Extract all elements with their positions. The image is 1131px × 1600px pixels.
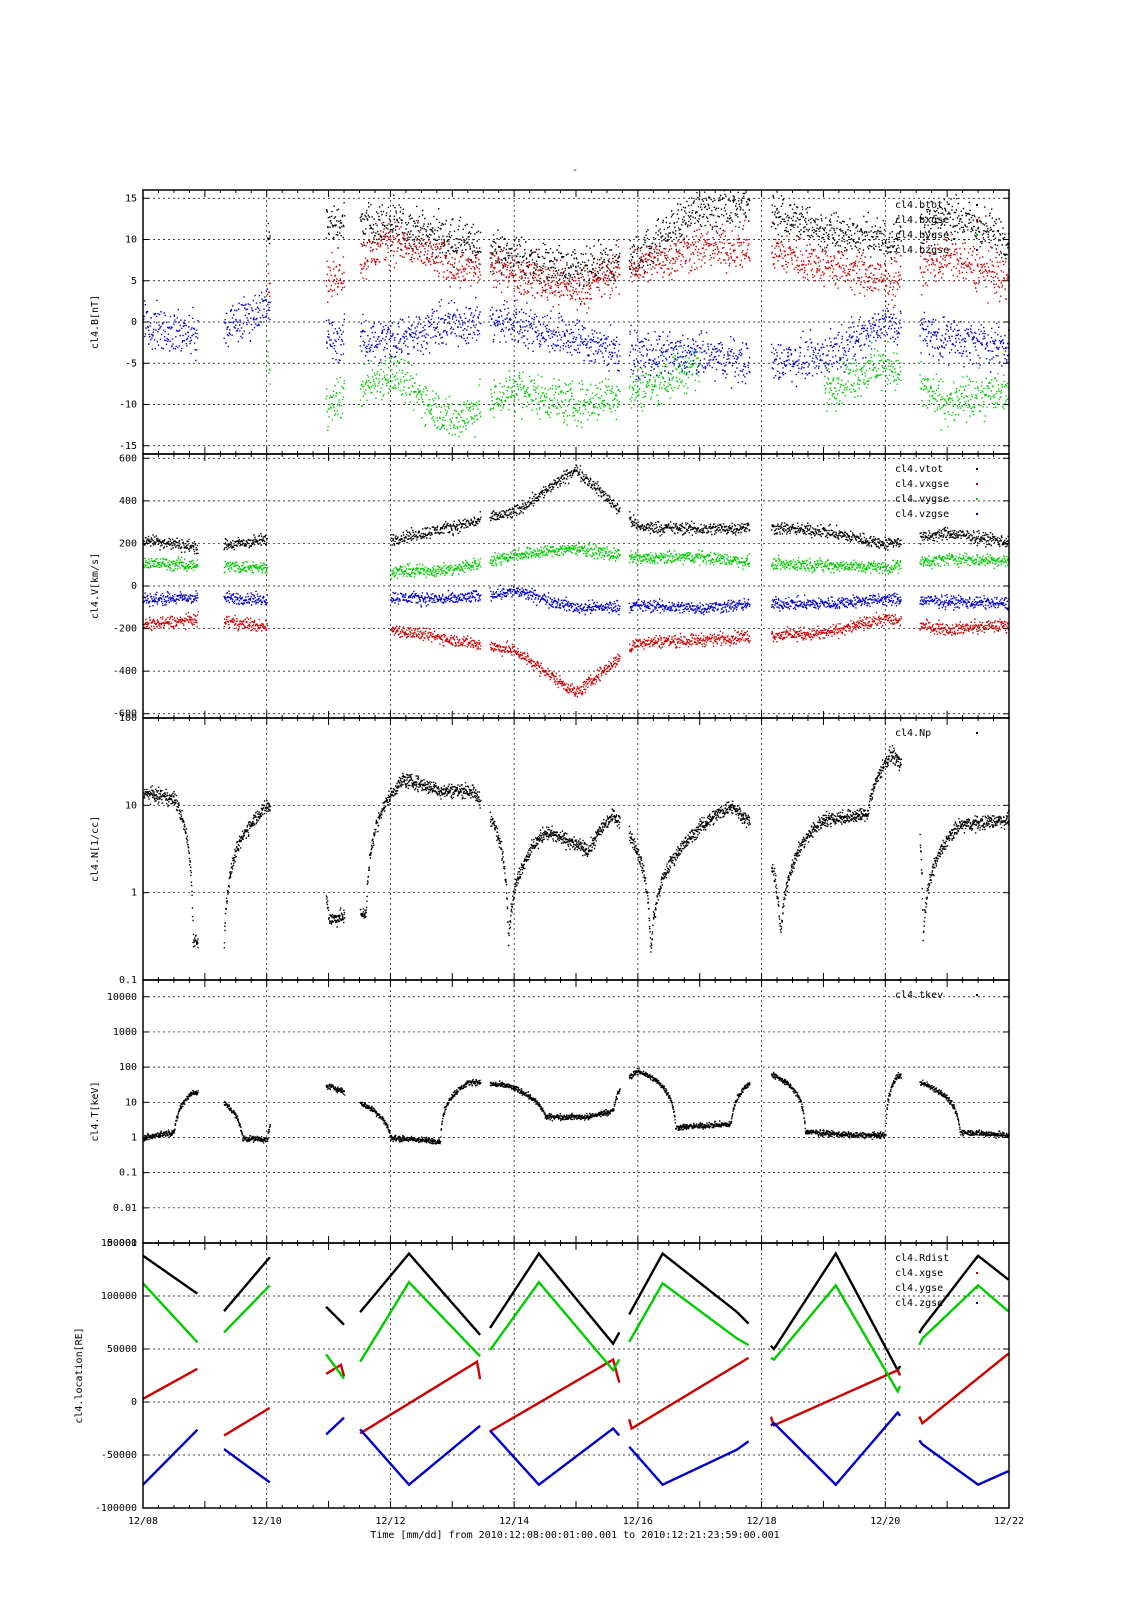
series-cl4-btot [267,190,1009,292]
y-tick-label: -400 [113,666,137,677]
y-axis-label: cl4.T[keV] [90,1081,101,1141]
legend-marker [976,219,978,221]
legend-marker [976,1257,978,1259]
series-cl4-Rdist [143,1251,1009,1373]
y-tick-label: 1 [131,1132,137,1143]
y-tick-label: 10 [125,235,137,246]
x-tick-label: 12/10 [252,1516,282,1527]
y-tick-label: 15 [125,193,137,204]
x-tick-label: 12/16 [623,1516,653,1527]
x-tick-label: 12/14 [499,1516,529,1527]
y-axis-label: cl4.N[1/cc] [90,816,101,882]
x-tick-label: 12/12 [375,1516,405,1527]
y-tick-label: 100 [119,713,137,724]
series-line [143,1410,1009,1487]
series-line [143,1280,1009,1394]
panel-data [143,1251,1009,1487]
series-points [143,464,1009,555]
y-tick-label: -5 [125,358,137,369]
y-tick-label: 0.1 [119,975,137,986]
y-tick-label: -10 [119,400,137,411]
panel-frame [142,1242,1010,1509]
y-tick-label: 0 [131,581,137,592]
legend-marker [976,234,978,236]
legend-entry: cl4.tkev [895,990,943,1001]
x-tick-label: 12/20 [870,1516,900,1527]
legend-marker [976,204,978,206]
y-tick-label: -100000 [95,1503,137,1514]
time-axis-label: Time [mm/dd] from 2010:12:08:00:01:00.00… [370,1530,779,1541]
legend-marker [976,732,978,734]
legend-entry: cl4.bxgse [895,215,949,226]
y-tick-label: -50000 [101,1450,137,1461]
legend-entry: cl4.Rdist [895,1253,949,1264]
legend-entry: cl4.zgse [895,1298,943,1309]
y-tick-label: -15 [119,441,137,452]
panel-2: -600 -400 -200 0 200 400 600 cl4.V[km/s] cl4.vto… [90,453,1010,720]
y-tick-label: 100 [119,1062,137,1073]
y-tick-label: 400 [119,496,137,507]
series-line [143,1251,1009,1373]
legend-marker [976,513,978,515]
legend-marker [976,1302,978,1304]
y-tick-label: 600 [119,453,137,464]
y-axis-label: cl4.V[km/s] [90,553,101,619]
y-tick-label: 0 [131,317,137,328]
x-tick-label: 12/22 [994,1516,1024,1527]
y-axis-label: cl4.location[RE] [74,1327,85,1423]
series-cl4-bzgse [143,288,1009,389]
legend-marker [976,468,978,470]
legend-marker [976,498,978,500]
y-tick-label: 50000 [107,1344,137,1355]
legend-marker [976,483,978,485]
legend-entry: cl4.bzgse [895,245,949,256]
legend-entry: cl4.xgse [895,1268,943,1279]
panel-data [143,464,1009,698]
legend-entry: cl4.vtot [895,464,943,475]
y-tick-label: 200 [119,538,137,549]
legend-entry: cl4.Np [895,728,931,739]
y-axis-label: cl4.B[nT] [90,295,101,349]
legend-entry: cl4.bygse [895,230,949,241]
series-points [143,288,1009,389]
y-tick-label: 10000 [107,992,137,1003]
y-tick-label: 10 [125,800,137,811]
y-tick-label: 5 [131,276,137,287]
series-points [267,190,1009,292]
series-cl4-vtot [143,464,1009,555]
y-tick-label: 100000 [101,1291,137,1302]
y-tick-label: 0.01 [113,1203,137,1214]
legend-entry: cl4.vygse [895,494,949,505]
panel-5: -100000 -50000 0 50000 100000 150000 cl4.locat… [74,1238,1010,1514]
panels: -15-10-5051015cl4.B[nT]cl4.btotcl4.bxgse… [74,189,1024,1527]
y-tick-label: 1 [131,888,137,899]
legend-entry: cl4.vzgse [895,509,949,520]
x-tick-label: 12/08 [128,1516,158,1527]
legend-entry: cl4.btot [895,200,943,211]
panel-data [143,190,1009,438]
figure-title: - [572,165,578,176]
panel-1: -15 -10 -5 0 5 10 15 cl4.B[nT] cl4.btot cl4.bxgse… [90,189,1010,455]
legend-marker [976,994,978,996]
legend-entry: cl4.vxgse [895,479,949,490]
x-axis: 12/08 12/10 12/12 12/14 12/16 12/18 12/20 12/22 [128,1516,1024,1527]
y-tick-label: -200 [113,624,137,635]
y-tick-label: -600 [113,709,137,720]
legend-marker [976,1272,978,1274]
panel-4: 0.001 0.01 0.1 1 10 100 1000 10000 cl4.T[keV] cl4… [90,979,1010,1249]
x-tick-label: 12/18 [747,1516,777,1527]
y-tick-label: 150000 [101,1238,137,1249]
y-tick-label: 1000 [113,1027,137,1038]
y-tick-label: 0.001 [107,1238,137,1249]
legend-entry: cl4.ygse [895,1283,943,1294]
legend-marker [976,249,978,251]
series-cl4-zgse [143,1410,1009,1487]
series-cl4-ygse [143,1280,1009,1394]
legend-marker [976,1287,978,1289]
y-tick-label: 0 [131,1397,137,1408]
y-tick-label: 0.1 [119,1168,137,1179]
y-tick-label: 10 [125,1097,137,1108]
